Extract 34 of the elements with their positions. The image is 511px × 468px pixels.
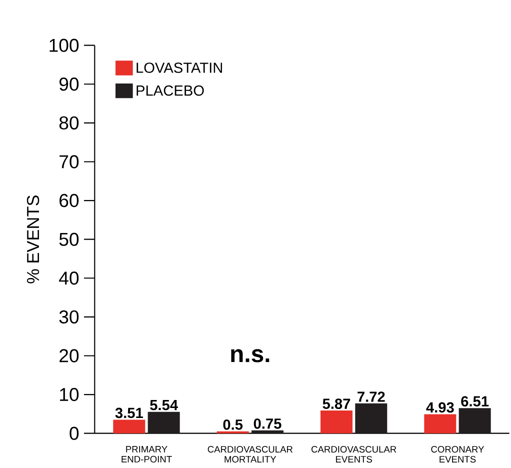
- y-tick-label: 0: [70, 426, 79, 440]
- x-tick-label: CARDIOVASCULAR EVENTS: [312, 446, 396, 463]
- y-tick-label: 40: [59, 272, 79, 285]
- bar: [320, 410, 353, 434]
- bar: [251, 430, 284, 434]
- y-tick-label: 90: [59, 78, 79, 91]
- data-label: 0.5: [223, 419, 243, 430]
- bar: [113, 420, 146, 434]
- data-label: 3.51: [115, 408, 143, 418]
- bar: [148, 412, 180, 434]
- legend-label: PLACEBO: [136, 85, 204, 96]
- y-tick-label: 70: [60, 155, 79, 168]
- data-label: 5.54: [150, 400, 178, 410]
- data-label: 5.87: [322, 398, 350, 409]
- data-label: 7.72: [358, 392, 385, 402]
- x-tick-label: CORONARY EVENTS: [431, 446, 484, 463]
- data-label: 0.75: [254, 418, 282, 429]
- y-tick-label: 60: [60, 194, 79, 208]
- y-tick-label: 20: [60, 349, 79, 362]
- bar: [424, 414, 456, 434]
- bar: [355, 403, 388, 434]
- x-tick-label: CARDIOVASCULAR MORTALITY: [208, 446, 293, 463]
- data-label: 6.51: [461, 396, 489, 406]
- y-tick-label: 80: [59, 116, 79, 130]
- y-tick-label: 30: [59, 310, 79, 324]
- y-axis-title: % EVENTS: [26, 196, 40, 284]
- y-tick-label: 100: [50, 38, 79, 52]
- y-tick-label: 50: [59, 232, 79, 246]
- data-label: 4.93: [426, 402, 454, 413]
- bar: [458, 408, 491, 434]
- y-tick-label: 10: [60, 388, 79, 402]
- x-tick-label: PRIMARY END-POINT: [122, 446, 172, 462]
- annotation: n.s.: [231, 349, 270, 362]
- legend-label: LOVASTATIN: [136, 62, 222, 73]
